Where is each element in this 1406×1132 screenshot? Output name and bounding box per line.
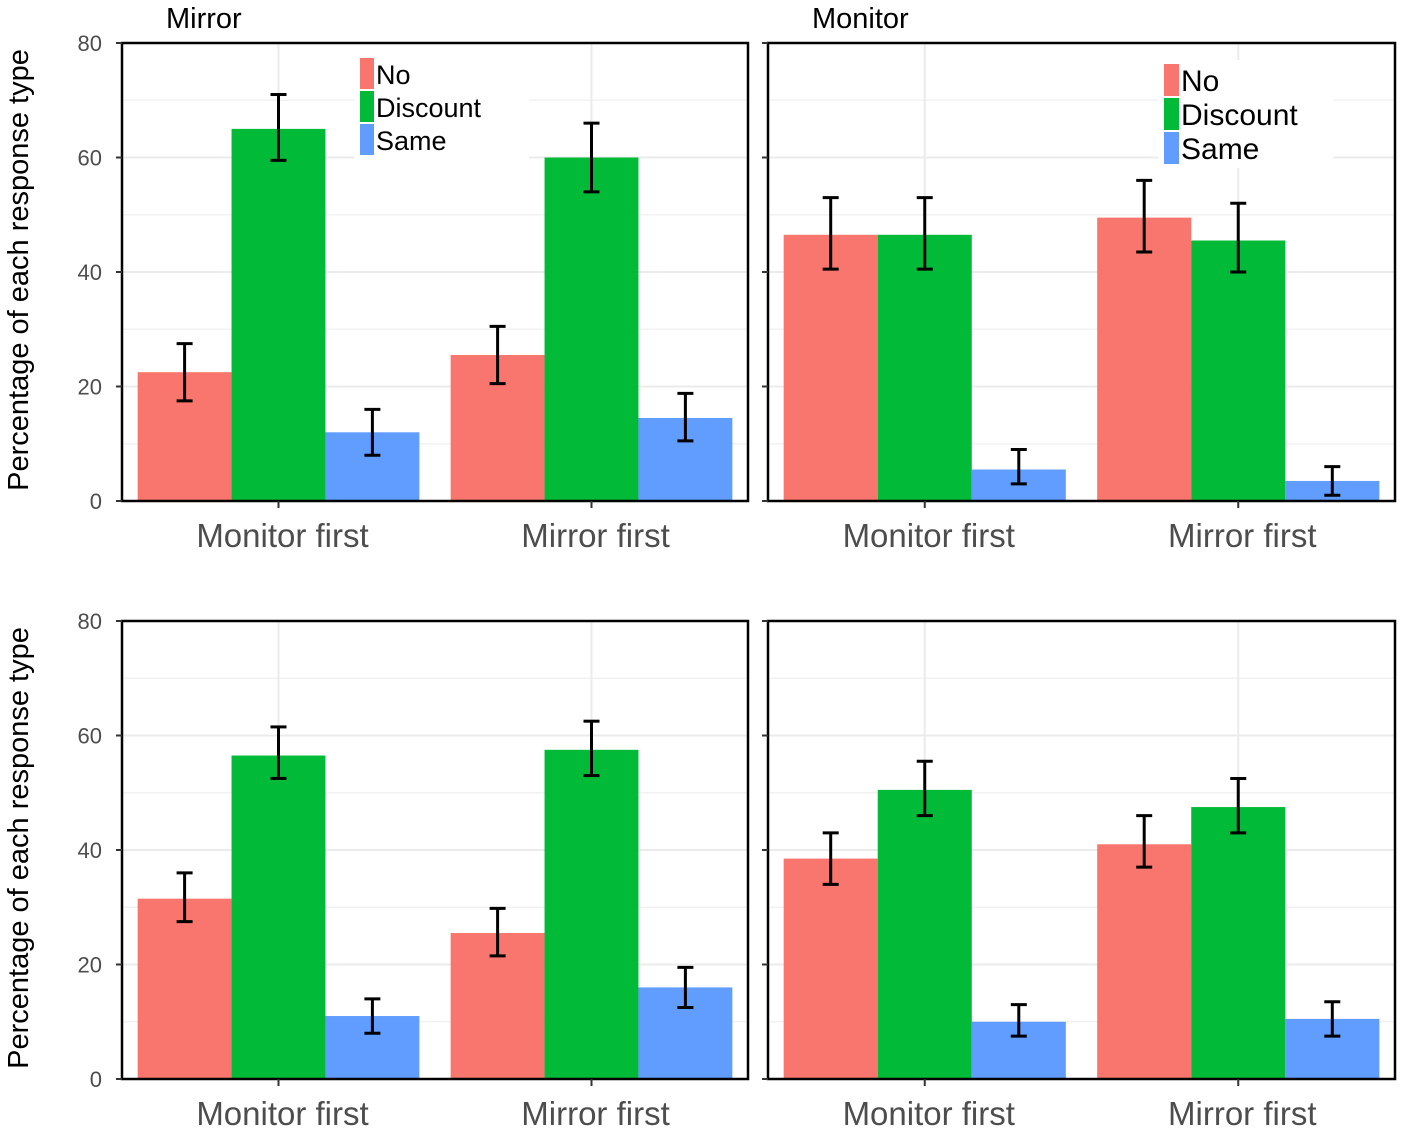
error-bar-discount [270,93,287,162]
y-tick-label: 40 [78,838,102,863]
bar-discount-mirror-first [1191,807,1286,1079]
y-axis-label-bottom: Percentage of each response type [3,627,35,1069]
error-bar-no [176,871,193,924]
panel-title: Monitor [812,3,909,35]
legend-label-no: No [376,60,411,90]
bar-discount-mirror-first [544,157,639,501]
y-tick-label: 80 [78,31,102,56]
legend-label-discount: Discount [376,93,482,123]
error-bar-same [677,391,694,443]
bar-no-monitor-first [783,234,878,501]
error-bar-same [1010,1003,1027,1038]
x-tick-label: Monitor first [843,1095,1015,1132]
error-bar-discount [916,196,933,271]
bar-no-mirror-first [1097,844,1192,1079]
error-bar-discount [1230,201,1247,274]
y-tick-label: 60 [78,146,102,171]
y-tick-label: 0 [90,1067,102,1092]
legend-key-no [1164,64,1179,96]
error-bar-discount [583,121,600,194]
chart-panel-4: Monitor first Mirror first [762,619,1397,1132]
chart-panel-2: Monitor first Mirror first Monitor NoDiscou… [762,3,1397,554]
x-tick-label: Monitor first [196,517,368,554]
error-bar-discount [270,725,287,780]
x-tick-label: Monitor first [196,1095,368,1132]
error-bar-same [1324,465,1341,497]
error-bar-no [489,324,506,386]
error-bar-no [822,831,839,886]
error-bar-no [489,906,506,958]
legend-background [1158,60,1333,168]
error-bar-same [1324,1000,1341,1038]
error-bar-same [677,965,694,1009]
chart-panel-3: 0 20 40 60 80 Monitor first Mirror first [78,609,750,1132]
legend-label-no: No [1181,65,1219,98]
x-tick-label: Mirror first [1168,517,1316,554]
bar-discount-monitor-first [877,234,972,501]
y-tick-label: 20 [78,375,102,400]
error-bar-same [364,997,381,1035]
y-tick-label: 40 [78,260,102,285]
y-tick-label: 0 [90,489,102,514]
chart-panel-1: 0 20 40 60 80 Monitor first Mirror first Mirror… [78,3,750,554]
y-tick-label: 80 [78,609,102,634]
error-bar-no [1136,814,1153,869]
bar-discount-monitor-first [231,755,326,1079]
legend-key-discount [1164,98,1179,130]
y-tick-label: 20 [78,953,102,978]
error-bar-discount [1230,776,1247,835]
legend-background [354,54,529,159]
legend-key-same [1164,132,1179,164]
error-bar-same [1010,447,1027,486]
bar-discount-monitor-first [877,789,972,1079]
bar-discount-mirror-first [544,749,639,1079]
x-tick-label: Mirror first [521,1095,669,1132]
y-tick-label: 60 [78,724,102,749]
legend-key-no [360,58,374,89]
legend-label-discount: Discount [1181,99,1298,132]
y-axis-label-top: Percentage of each response type [3,49,35,491]
error-bar-no [822,196,839,271]
bar-no-monitor-first [783,858,878,1079]
legend-key-discount [360,91,374,122]
panel-title: Mirror [166,3,242,35]
legend-label-same: Same [1181,133,1259,166]
error-bar-discount [583,719,600,778]
bar-discount-mirror-first [1191,240,1286,501]
bar-no-monitor-first [137,898,232,1079]
legend-label-same: Same [376,126,447,156]
error-bar-discount [916,759,933,818]
bar-no-mirror-first [1097,217,1192,502]
x-tick-label: Mirror first [1168,1095,1316,1132]
error-bar-no [176,342,193,403]
error-bar-same [364,407,381,457]
error-bar-no [1136,178,1153,254]
x-tick-label: Mirror first [521,517,669,554]
legend-key-same [360,124,374,155]
bar-discount-monitor-first [231,128,326,501]
x-tick-label: Monitor first [843,517,1015,554]
